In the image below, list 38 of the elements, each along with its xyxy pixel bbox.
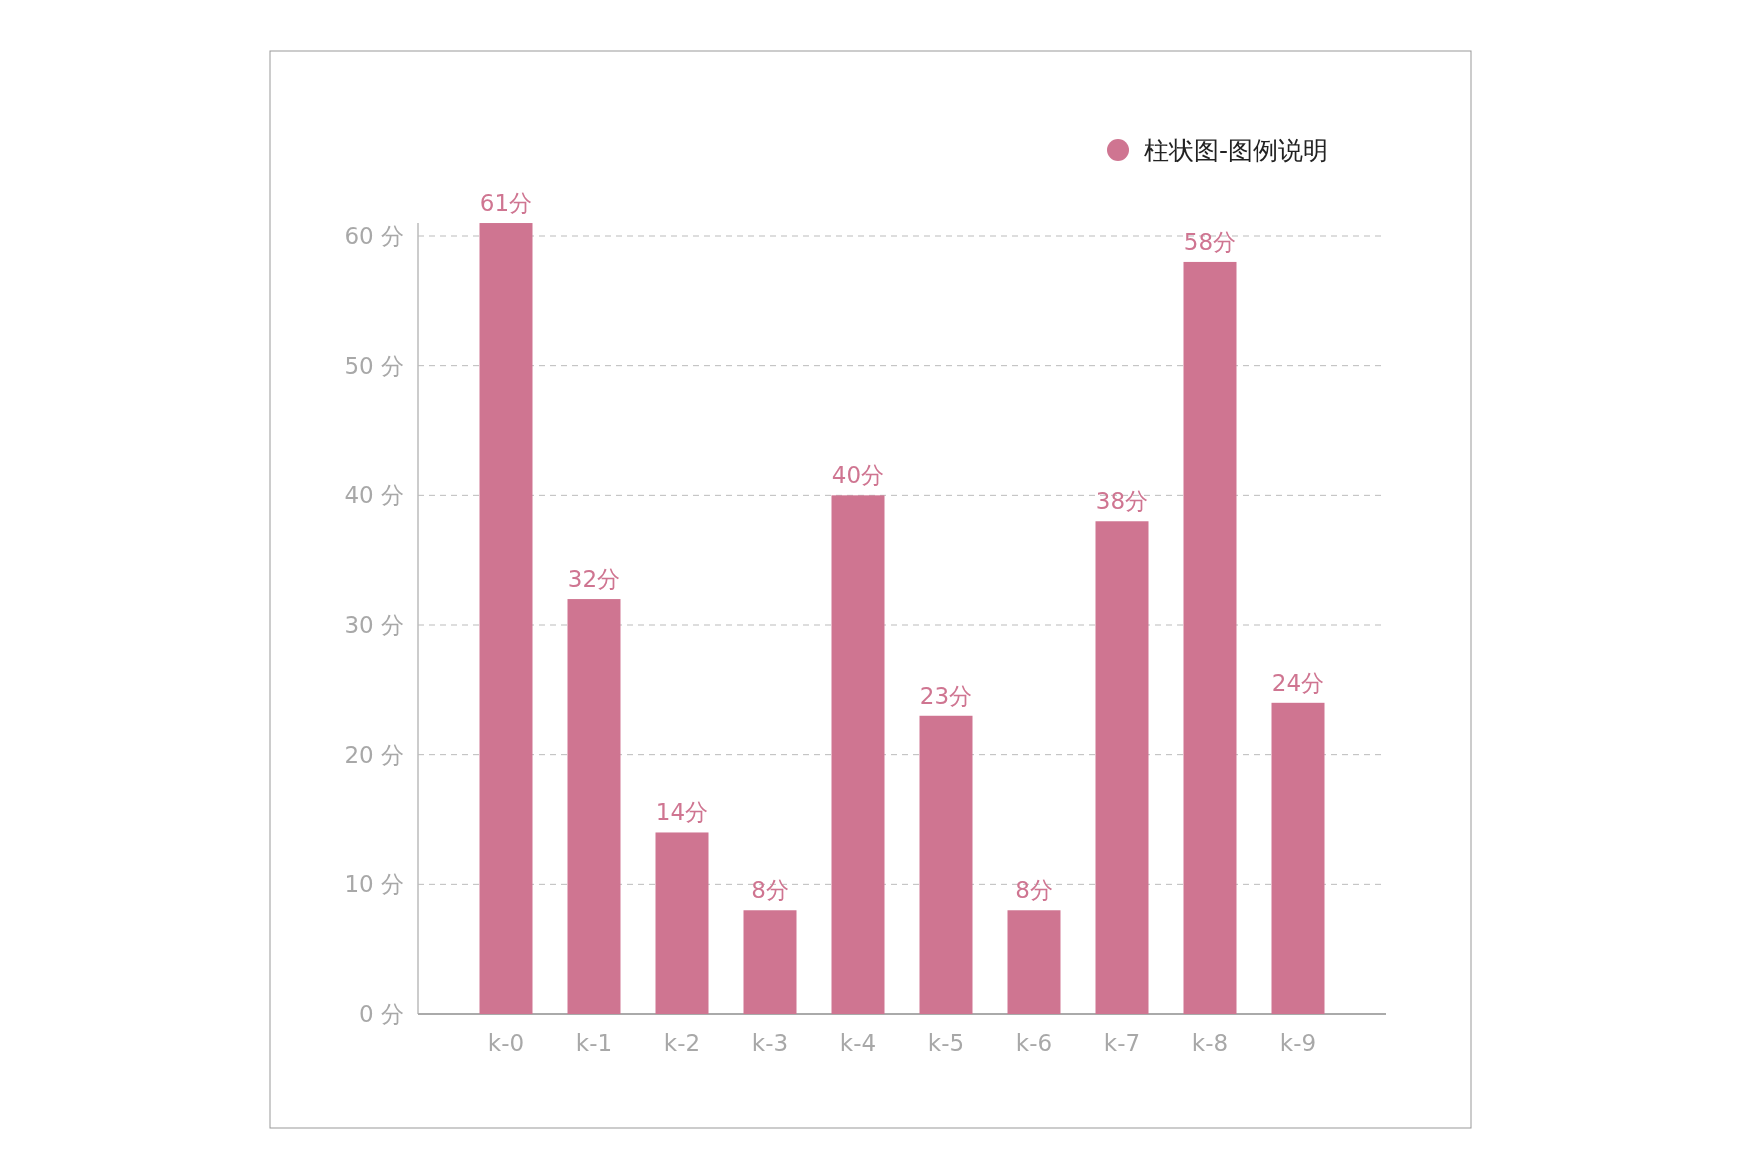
data-label: 40分 — [831, 462, 885, 489]
y-tick-label: 50 分 — [344, 352, 404, 379]
data-label: 23分 — [919, 682, 973, 709]
bar — [1271, 702, 1325, 1014]
y-tick-label: 40 分 — [344, 482, 404, 509]
data-label: 58分 — [1183, 228, 1237, 255]
data-label: 32分 — [567, 566, 621, 593]
bar — [1007, 910, 1061, 1014]
y-tick-label: 10 分 — [344, 871, 404, 898]
x-tick-label: k-5 — [927, 1030, 965, 1056]
x-tick-label: k-3 — [751, 1030, 789, 1056]
data-label: 38分 — [1095, 488, 1149, 515]
data-label: 8分 — [1015, 877, 1053, 904]
x-tick-label: k-1 — [575, 1030, 613, 1056]
bar — [1095, 521, 1149, 1014]
x-tick-label: k-9 — [1279, 1030, 1317, 1056]
x-tick-label: k-8 — [1191, 1030, 1229, 1056]
x-tick-label: k-6 — [1015, 1030, 1053, 1056]
bar — [919, 715, 973, 1014]
x-tick-label: k-7 — [1103, 1030, 1141, 1056]
bar — [743, 910, 797, 1014]
x-tick-label: k-0 — [487, 1030, 525, 1056]
y-tick-label: 20 分 — [344, 741, 404, 768]
y-tick-label: 30 分 — [344, 612, 404, 638]
bar — [1183, 261, 1237, 1014]
y-tick-label: 60 分 — [344, 223, 404, 249]
data-label: 24分 — [1271, 669, 1325, 696]
data-label: 61分 — [479, 190, 533, 217]
bar — [567, 599, 621, 1014]
data-label: 8分 — [751, 877, 789, 904]
x-tick-label: k-4 — [839, 1030, 877, 1056]
legend-label: 柱状图-图例说明 — [1144, 136, 1329, 165]
bar — [831, 495, 885, 1014]
x-tick-label: k-2 — [663, 1030, 701, 1056]
y-tick-label: 0 分 — [359, 1001, 404, 1027]
bar — [655, 832, 709, 1014]
bar — [479, 223, 533, 1014]
data-label: 14分 — [655, 799, 709, 826]
